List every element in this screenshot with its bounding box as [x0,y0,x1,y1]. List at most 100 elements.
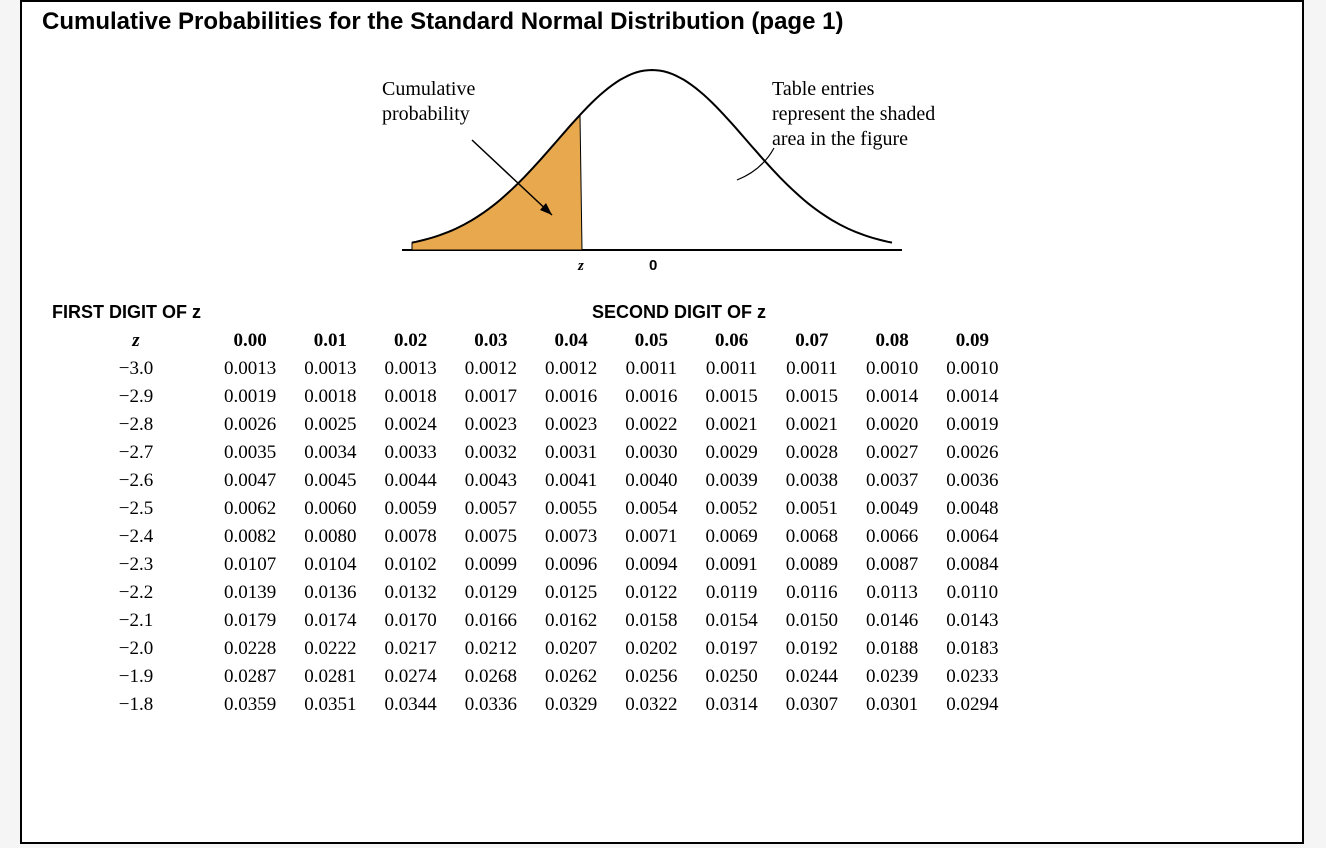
table-cell: 0.0344 [371,691,451,719]
table-cell: 0.0087 [852,551,932,579]
table-cell: 0.0301 [852,691,932,719]
table-cell: 0.0024 [371,411,451,439]
figure-right-label-2: represent the shaded [772,103,935,125]
table-cell: 0.0018 [290,383,370,411]
section-labels: FIRST DIGIT OF z SECOND DIGIT OF z [52,302,1302,323]
table-cell: 0.0031 [531,439,611,467]
table-header-col: 0.02 [371,327,451,355]
table-row: −2.20.01390.01360.01320.01290.01250.0122… [62,579,1013,607]
table-cell: 0.0026 [210,411,290,439]
table-row: −3.00.00130.00130.00130.00120.00120.0011… [62,355,1013,383]
table-cell-z: −2.2 [62,579,210,607]
table-row: −2.80.00260.00250.00240.00230.00230.0022… [62,411,1013,439]
figure-left-label-2: probability [382,103,470,125]
table-row: −2.90.00190.00180.00180.00170.00160.0016… [62,383,1013,411]
table-cell-z: −1.9 [62,663,210,691]
table-cell: 0.0212 [451,635,531,663]
table-cell: 0.0028 [772,439,852,467]
table-cell: 0.0073 [531,523,611,551]
table-cell: 0.0025 [290,411,370,439]
table-cell: 0.0274 [371,663,451,691]
table-cell: 0.0041 [531,467,611,495]
table-header-col: 0.04 [531,327,611,355]
table-row: −2.70.00350.00340.00330.00320.00310.0030… [62,439,1013,467]
table-header-col: 0.09 [932,327,1012,355]
table-cell: 0.0015 [772,383,852,411]
table-cell: 0.0113 [852,579,932,607]
table-cell: 0.0044 [371,467,451,495]
table-cell-z: −3.0 [62,355,210,383]
normal-distribution-figure: Cumulative probability Table entries rep… [342,40,982,290]
table-row: −2.60.00470.00450.00440.00430.00410.0040… [62,467,1013,495]
table-cell: 0.0125 [531,579,611,607]
table-cell-z: −2.9 [62,383,210,411]
table-cell: 0.0197 [692,635,772,663]
table-cell: 0.0036 [932,467,1012,495]
table-cell: 0.0026 [932,439,1012,467]
table-cell: 0.0281 [290,663,370,691]
page-frame: Cumulative Probabilities for the Standar… [20,0,1304,844]
table-cell: 0.0150 [772,607,852,635]
table-cell: 0.0107 [210,551,290,579]
table-cell: 0.0250 [692,663,772,691]
table-cell: 0.0239 [852,663,932,691]
table-cell-z: −2.5 [62,495,210,523]
table-cell: 0.0035 [210,439,290,467]
table-cell: 0.0015 [692,383,772,411]
table-cell: 0.0023 [531,411,611,439]
table-header-col: 0.06 [692,327,772,355]
table-cell: 0.0069 [692,523,772,551]
table-cell: 0.0183 [932,635,1012,663]
figure-right-label-1: Table entries [772,78,875,100]
table-cell: 0.0132 [371,579,451,607]
table-cell: 0.0322 [611,691,691,719]
table-cell: 0.0207 [531,635,611,663]
shaded-area [412,115,582,250]
table-cell: 0.0032 [451,439,531,467]
table-row: −1.80.03590.03510.03440.03360.03290.0322… [62,691,1013,719]
table-header-col: 0.07 [772,327,852,355]
table-cell: 0.0122 [611,579,691,607]
table-cell: 0.0037 [852,467,932,495]
table-cell: 0.0110 [932,579,1012,607]
table-row: −2.50.00620.00600.00590.00570.00550.0054… [62,495,1013,523]
table-cell: 0.0244 [772,663,852,691]
figure-right-label-3: area in the figure [772,128,908,150]
table-cell: 0.0089 [772,551,852,579]
table-cell: 0.0021 [692,411,772,439]
table-cell: 0.0162 [531,607,611,635]
table-cell: 0.0059 [371,495,451,523]
table-cell: 0.0287 [210,663,290,691]
table-cell: 0.0011 [692,355,772,383]
table-cell: 0.0030 [611,439,691,467]
table-cell: 0.0192 [772,635,852,663]
table-cell: 0.0314 [692,691,772,719]
table-cell: 0.0329 [531,691,611,719]
table-cell: 0.0129 [451,579,531,607]
table-cell: 0.0146 [852,607,932,635]
table-cell: 0.0033 [371,439,451,467]
table-cell: 0.0268 [451,663,531,691]
table-cell-z: −2.7 [62,439,210,467]
table-cell: 0.0048 [932,495,1012,523]
table-cell: 0.0082 [210,523,290,551]
table-row: −2.00.02280.02220.02170.02120.02070.0202… [62,635,1013,663]
table-cell: 0.0038 [772,467,852,495]
table-cell: 0.0143 [932,607,1012,635]
table-cell-z: −1.8 [62,691,210,719]
table-cell: 0.0019 [932,411,1012,439]
table-cell: 0.0013 [210,355,290,383]
table-cell: 0.0294 [932,691,1012,719]
table-cell: 0.0136 [290,579,370,607]
table-cell: 0.0094 [611,551,691,579]
table-cell: 0.0179 [210,607,290,635]
table-cell: 0.0021 [772,411,852,439]
table-cell: 0.0116 [772,579,852,607]
table-row: −2.10.01790.01740.01700.01660.01620.0158… [62,607,1013,635]
z-axis-label: z [577,258,584,274]
table-header-col: 0.03 [451,327,531,355]
table-cell: 0.0013 [290,355,370,383]
table-cell: 0.0052 [692,495,772,523]
table-header-row: z0.000.010.020.030.040.050.060.070.080.0… [62,327,1013,355]
table-cell: 0.0104 [290,551,370,579]
